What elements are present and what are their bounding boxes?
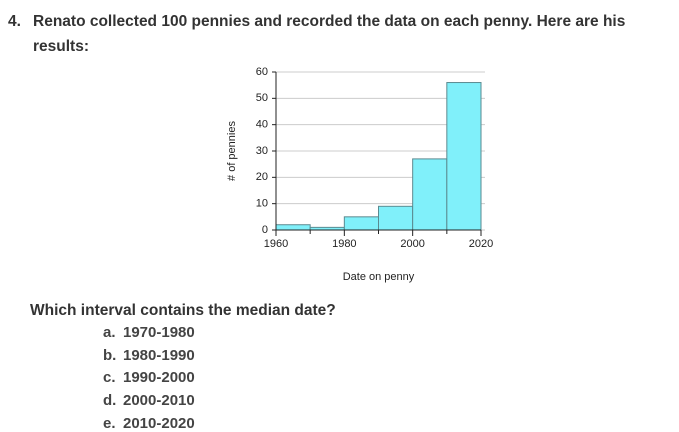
y-tick-label: 10 [256, 198, 268, 210]
question-number: 4. [8, 13, 21, 30]
option-text: 2000-2010 [123, 392, 195, 410]
option-text: 2010-2020 [123, 414, 195, 432]
bar [378, 205, 414, 231]
bar [343, 216, 380, 231]
bar [275, 224, 311, 231]
option-letter: a. [103, 324, 116, 341]
option-text: 1980-1990 [123, 346, 195, 364]
x-tick-label: 2020 [469, 238, 493, 250]
option-letter: b. [103, 346, 117, 364]
option-letter: e. [103, 414, 116, 432]
option-letter: d. [103, 392, 117, 410]
y-axis-label: # of pennies [226, 121, 238, 181]
y-tick-label: 40 [256, 119, 268, 131]
x-axis-label: Date on penny [343, 271, 415, 283]
y-tick-label: 50 [256, 92, 268, 104]
x-tick-label: 1980 [332, 238, 356, 250]
x-tick-label: 1960 [264, 238, 288, 250]
x-tick-label: 2000 [400, 238, 424, 250]
option-text: 1970-1980 [123, 324, 195, 341]
y-tick-label: 60 [256, 66, 268, 78]
prompt: Which interval contains the median date? [30, 302, 336, 319]
y-tick-label: 0 [262, 224, 268, 236]
bar [412, 158, 448, 231]
y-tick-label: 20 [256, 171, 268, 183]
bar [446, 82, 482, 231]
option-letter: c. [103, 369, 116, 387]
histogram: 0 10 20 30 40 50 60 1960 1980 2000 2020 Date on pen… [226, 66, 493, 283]
question-text: Renato collected 100 pennies and recorde… [33, 13, 626, 55]
option-text: 1990-2000 [123, 369, 195, 387]
y-tick-label: 30 [256, 145, 268, 157]
